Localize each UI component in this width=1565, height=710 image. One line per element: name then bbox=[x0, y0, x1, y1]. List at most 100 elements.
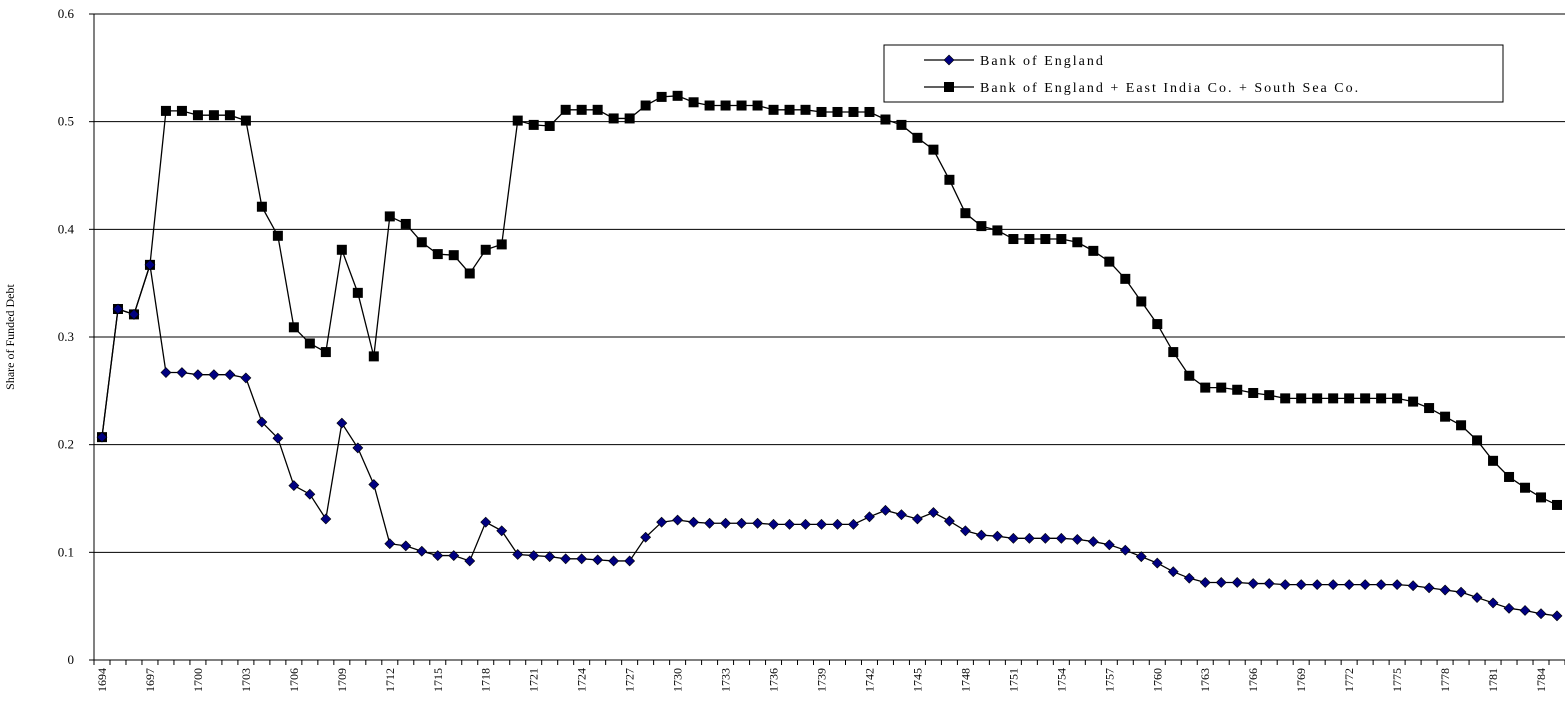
point bbox=[752, 517, 763, 529]
point bbox=[1247, 578, 1259, 589]
x-tick-label: 1784 bbox=[1534, 668, 1548, 692]
point bbox=[816, 106, 827, 117]
point bbox=[1487, 597, 1499, 609]
point bbox=[1039, 532, 1051, 544]
legend-label: Bank of England + East India Co. + South… bbox=[980, 81, 1360, 96]
point bbox=[272, 230, 283, 241]
point bbox=[832, 106, 843, 117]
point bbox=[144, 259, 156, 271]
point bbox=[880, 504, 891, 516]
x-tick-label: 1778 bbox=[1438, 668, 1452, 692]
point bbox=[943, 515, 955, 527]
point bbox=[688, 97, 699, 108]
point bbox=[672, 514, 684, 526]
point bbox=[208, 369, 220, 381]
point bbox=[1184, 370, 1195, 381]
x-tick-label: 1730 bbox=[671, 668, 685, 692]
x-tick-label: 1703 bbox=[239, 668, 253, 692]
y-tick-label: 0.5 bbox=[58, 114, 74, 129]
point bbox=[400, 218, 411, 229]
point bbox=[368, 479, 380, 490]
point bbox=[720, 100, 731, 111]
point bbox=[576, 553, 588, 565]
point bbox=[704, 517, 716, 529]
point bbox=[752, 100, 763, 111]
point bbox=[976, 221, 987, 232]
point bbox=[1408, 396, 1419, 407]
point bbox=[1295, 579, 1307, 591]
point bbox=[384, 211, 395, 222]
point bbox=[688, 516, 700, 528]
x-tick-label: 1754 bbox=[1054, 668, 1068, 692]
point bbox=[1343, 579, 1355, 591]
point bbox=[1167, 566, 1179, 578]
x-tick-label: 1724 bbox=[575, 668, 589, 692]
point bbox=[608, 113, 619, 124]
point bbox=[624, 113, 635, 124]
point bbox=[1008, 234, 1019, 245]
x-tick-label: 1766 bbox=[1246, 668, 1260, 692]
point bbox=[1327, 579, 1339, 591]
x-tick-label: 1709 bbox=[335, 668, 349, 692]
point bbox=[608, 555, 620, 567]
point bbox=[384, 538, 396, 550]
point bbox=[864, 106, 875, 117]
point bbox=[304, 338, 315, 349]
point bbox=[416, 545, 428, 557]
point bbox=[1231, 577, 1243, 588]
point bbox=[784, 104, 795, 115]
point bbox=[816, 518, 827, 530]
point bbox=[1007, 532, 1019, 544]
x-tick-label: 1745 bbox=[910, 668, 924, 692]
point bbox=[928, 507, 939, 518]
point bbox=[240, 115, 251, 126]
point bbox=[1552, 499, 1563, 510]
point bbox=[800, 104, 811, 115]
point bbox=[1120, 273, 1131, 284]
point bbox=[784, 518, 795, 530]
point bbox=[448, 250, 459, 261]
x-tick-label: 1763 bbox=[1198, 668, 1212, 692]
x-tick-label: 1718 bbox=[479, 668, 493, 692]
point bbox=[256, 201, 267, 212]
point bbox=[1119, 544, 1131, 556]
point bbox=[1359, 579, 1371, 591]
point bbox=[128, 308, 140, 320]
point bbox=[1551, 610, 1563, 622]
point bbox=[1392, 393, 1403, 404]
point bbox=[672, 90, 683, 101]
point bbox=[1200, 382, 1211, 393]
point bbox=[1311, 579, 1323, 591]
point bbox=[768, 518, 779, 530]
point bbox=[848, 106, 859, 117]
x-tick-label: 1757 bbox=[1102, 668, 1116, 692]
point bbox=[1279, 579, 1291, 591]
point bbox=[448, 550, 460, 561]
y-tick-label: 0 bbox=[68, 652, 75, 667]
point bbox=[800, 518, 811, 530]
point bbox=[560, 553, 572, 565]
x-tick-label: 1751 bbox=[1006, 668, 1020, 692]
point bbox=[1168, 347, 1179, 358]
point bbox=[944, 174, 955, 185]
point bbox=[256, 416, 268, 428]
point bbox=[1439, 584, 1451, 596]
point bbox=[896, 119, 907, 130]
point bbox=[1455, 586, 1467, 598]
point bbox=[240, 372, 252, 384]
point bbox=[736, 517, 747, 529]
x-tick-label: 1781 bbox=[1486, 668, 1500, 692]
x-tick-label: 1706 bbox=[287, 668, 301, 692]
point bbox=[1087, 536, 1099, 547]
point bbox=[512, 549, 524, 560]
point bbox=[832, 518, 843, 530]
point bbox=[1312, 393, 1323, 404]
point bbox=[480, 244, 491, 255]
point bbox=[352, 287, 363, 298]
point bbox=[912, 513, 923, 525]
point bbox=[288, 322, 299, 333]
point bbox=[1344, 393, 1355, 404]
point bbox=[1391, 579, 1403, 591]
x-tick-label: 1742 bbox=[862, 668, 876, 692]
point bbox=[1183, 572, 1195, 584]
